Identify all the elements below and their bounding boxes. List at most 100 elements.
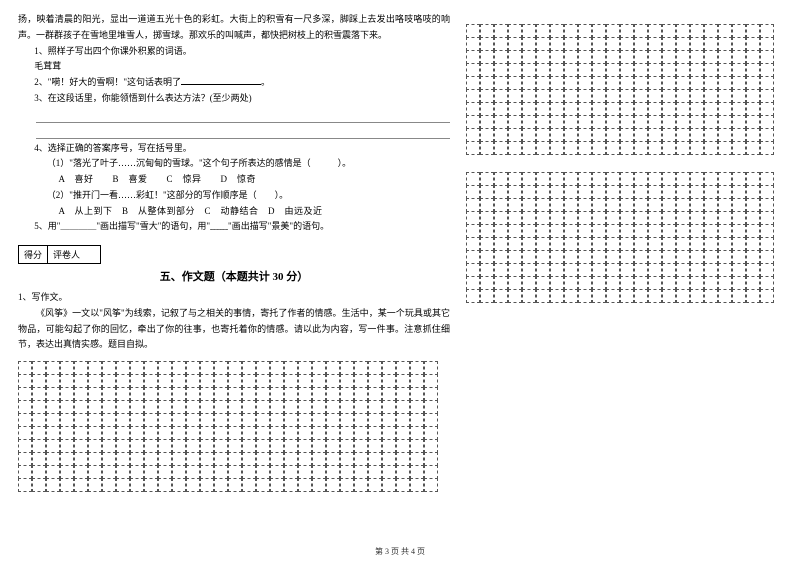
- grid-cell: [592, 24, 606, 38]
- grid-cell: [74, 374, 88, 388]
- grid-cell: [200, 439, 214, 453]
- grid-cell: [158, 374, 172, 388]
- q5: 5、用"＿＿＿＿"画出描写"雪大"的语句，用"﹏﹏"画出描写"景美"的语句。: [18, 219, 450, 235]
- grid-cell: [186, 374, 200, 388]
- grid-cell: [746, 276, 760, 290]
- grid-cell: [494, 89, 508, 103]
- grid-cell: [620, 172, 634, 186]
- grid-cell: [354, 374, 368, 388]
- grid-cell: [704, 115, 718, 129]
- grid-cell: [550, 63, 564, 77]
- grid-cell: [760, 172, 774, 186]
- q4: 4、选择正确的答案序号，写在括号里。: [18, 141, 450, 157]
- grid-cell: [508, 102, 522, 116]
- grid-cell: [522, 89, 536, 103]
- grid-cell: [480, 50, 494, 64]
- grid-cell: [550, 198, 564, 212]
- grid-cell: [746, 172, 760, 186]
- grid-cell: [606, 224, 620, 238]
- grid-cell: [760, 250, 774, 264]
- grid-cell: [662, 76, 676, 90]
- grid-cell: [536, 289, 550, 303]
- grid-cell: [522, 198, 536, 212]
- grid-cell: [270, 426, 284, 440]
- grid-cell: [620, 276, 634, 290]
- grid-cell: [410, 426, 424, 440]
- grid-cell: [242, 426, 256, 440]
- grid-cell: [704, 237, 718, 251]
- grid-cell: [186, 400, 200, 414]
- grid-cell: [186, 413, 200, 427]
- grid-cell: [662, 50, 676, 64]
- grid-cell: [550, 172, 564, 186]
- grid-cell: [578, 185, 592, 199]
- grid-cell: [298, 452, 312, 466]
- grid-cell: [662, 211, 676, 225]
- grid-cell: [550, 211, 564, 225]
- grid-cell: [228, 439, 242, 453]
- grid-cell: [676, 37, 690, 51]
- grid-cell: [522, 102, 536, 116]
- grid-cell: [704, 276, 718, 290]
- grid-cell: [60, 426, 74, 440]
- grid-cell: [144, 439, 158, 453]
- grid-cell: [620, 102, 634, 116]
- grid-cell: [284, 374, 298, 388]
- grid-cell: [32, 400, 46, 414]
- grid-cell: [508, 76, 522, 90]
- grid-cell: [74, 478, 88, 492]
- grid-cell: [116, 374, 130, 388]
- grid-cell: [634, 198, 648, 212]
- grid-cell: [634, 224, 648, 238]
- grid-cell: [592, 172, 606, 186]
- grid-cell: [144, 478, 158, 492]
- grid-cell: [522, 263, 536, 277]
- grid-cell: [88, 439, 102, 453]
- grid-cell: [690, 63, 704, 77]
- grid-cell: [592, 250, 606, 264]
- grid-cell: [662, 172, 676, 186]
- grid-cell: [648, 37, 662, 51]
- grid-cell: [494, 276, 508, 290]
- grid-cell: [228, 426, 242, 440]
- grid-cell: [634, 128, 648, 142]
- grid-cell: [550, 250, 564, 264]
- grid-cell: [522, 76, 536, 90]
- grid-cell: [102, 452, 116, 466]
- grid-cell: [256, 452, 270, 466]
- grid-cell: [494, 102, 508, 116]
- grid-cell: [718, 50, 732, 64]
- grid-cell: [550, 141, 564, 155]
- grid-cell: [200, 413, 214, 427]
- grid-cell: [284, 478, 298, 492]
- grid-cell: [536, 211, 550, 225]
- grid-cell: [676, 76, 690, 90]
- grid-cell: [480, 289, 494, 303]
- grid-cell: [550, 224, 564, 238]
- grid-cell: [564, 128, 578, 142]
- grid-cell: [186, 361, 200, 375]
- grid-cell: [494, 50, 508, 64]
- grid-cell: [368, 400, 382, 414]
- grid-cell: [214, 361, 228, 375]
- grid-cell: [242, 452, 256, 466]
- grid-cell: [340, 439, 354, 453]
- grid-cell: [410, 478, 424, 492]
- grid-cell: [494, 76, 508, 90]
- grid-cell: [130, 400, 144, 414]
- grid-cell: [536, 276, 550, 290]
- grid-cell: [760, 128, 774, 142]
- grid-cell: [522, 289, 536, 303]
- grid-cell: [746, 128, 760, 142]
- grid-cell: [74, 439, 88, 453]
- grid-cell: [340, 400, 354, 414]
- grid-cell: [676, 63, 690, 77]
- grid-cell: [466, 76, 480, 90]
- grid-cell: [606, 172, 620, 186]
- grid-cell: [648, 24, 662, 38]
- grid-cell: [256, 413, 270, 427]
- page-footer: 第 3 页 共 4 页: [0, 546, 800, 557]
- grid-cell: [326, 452, 340, 466]
- grid-cell: [312, 387, 326, 401]
- grid-cell: [18, 426, 32, 440]
